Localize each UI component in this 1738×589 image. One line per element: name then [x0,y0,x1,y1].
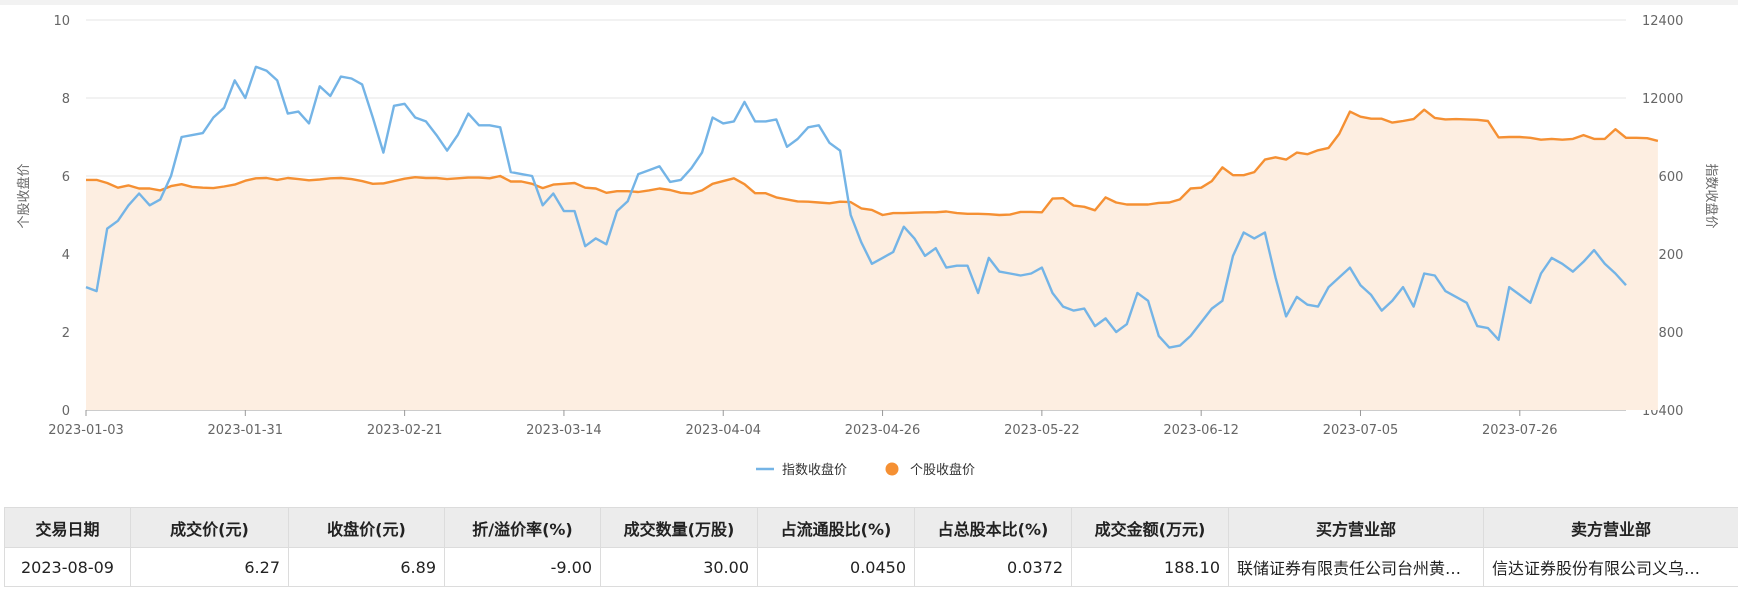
series-line-stock [86,108,1659,217]
series-line-index [85,65,1627,349]
y-left-tick-label: 0 [62,404,70,419]
header-amount: 成交金额(万元) [1071,507,1229,548]
header-deal-price: 成交价(元) [130,507,289,548]
header-total-ratio: 占总股本比(%) [914,507,1072,548]
legend-label-index: 指数收盘价 [782,462,847,478]
header-premium-rate: 折/溢价率(%) [444,507,601,548]
cell-deal-price: 6.27 [130,547,289,587]
x-tick-label: 2023-07-05 [1323,423,1399,438]
y-axis-left-title: 个股收盘价 [16,163,32,228]
x-axis: 2023-01-03 2023-01-31 2023-02-21 2023-03-14… [48,409,1626,438]
y-axis-left: 0 2 4 6 8 10 [53,14,70,419]
header-buyer: 买方营业部 [1228,507,1484,548]
y-left-tick-label: 4 [62,248,70,263]
top-divider [0,0,1738,5]
plot-area [85,65,1659,410]
table-header-row: 交易日期 成交价(元) 收盘价(元) 折/溢价率(%) 成交数量(万股) 占流通… [4,507,1738,548]
chart-legend: 指数收盘价 个股收盘价 [756,462,975,478]
cell-volume: 30.00 [600,547,758,587]
x-tick-label: 2023-07-26 [1482,423,1558,438]
x-tick-label: 2023-01-31 [208,423,284,438]
y-left-tick-label: 10 [53,14,70,29]
legend-label-stock: 个股收盘价 [910,462,975,478]
header-volume: 成交数量(万股) [600,507,758,548]
header-float-ratio: 占流通股比(%) [757,507,915,548]
block-trade-table: 交易日期 成交价(元) 收盘价(元) 折/溢价率(%) 成交数量(万股) 占流通… [4,507,1738,587]
legend-item-stock[interactable]: 个股收盘价 [885,462,976,478]
y-left-tick-label: 6 [62,170,70,185]
dual-axis-line-chart: 2023-01-03 2023-01-31 2023-02-21 2023-03-14… [16,14,1719,478]
header-trade-date: 交易日期 [4,507,131,548]
y-axis-right-title: 指数收盘价 [1703,163,1719,228]
cell-premium-rate: -9.00 [444,547,601,587]
x-tick-label: 2023-03-14 [526,423,602,438]
header-seller: 卖方营业部 [1483,507,1738,548]
y-right-tick-label: 12000 [1642,92,1683,107]
x-tick-label: 2023-04-04 [685,423,761,438]
cell-buyer[interactable]: 联储证券有限责任公司台州黄… [1228,547,1484,587]
table-row: 2023-08-09 6.27 6.89 -9.00 30.00 0.0450 … [4,547,1738,587]
series-area-stock [86,109,1658,410]
y-left-tick-label: 2 [62,326,70,341]
x-tick-label: 2023-01-03 [48,423,124,438]
cell-seller[interactable]: 信达证券股份有限公司义乌… [1483,547,1738,587]
cell-amount: 188.10 [1071,547,1229,587]
legend-item-index[interactable]: 指数收盘价 [756,462,847,478]
y-right-tick-label: 12400 [1642,14,1683,29]
header-close-price: 收盘价(元) [288,507,445,548]
cell-total-ratio: 0.0372 [914,547,1072,587]
x-tick-label: 2023-04-26 [845,423,921,438]
cell-trade-date: 2023-08-09 [4,547,131,587]
x-tick-label: 2023-06-12 [1163,423,1239,438]
x-tick-label: 2023-05-22 [1004,423,1080,438]
x-tick-label: 2023-02-21 [367,423,443,438]
legend-stock-dot-icon [885,462,899,476]
cell-float-ratio: 0.0450 [757,547,915,587]
y-left-tick-label: 8 [62,92,70,107]
cell-close-price: 6.89 [288,547,445,587]
